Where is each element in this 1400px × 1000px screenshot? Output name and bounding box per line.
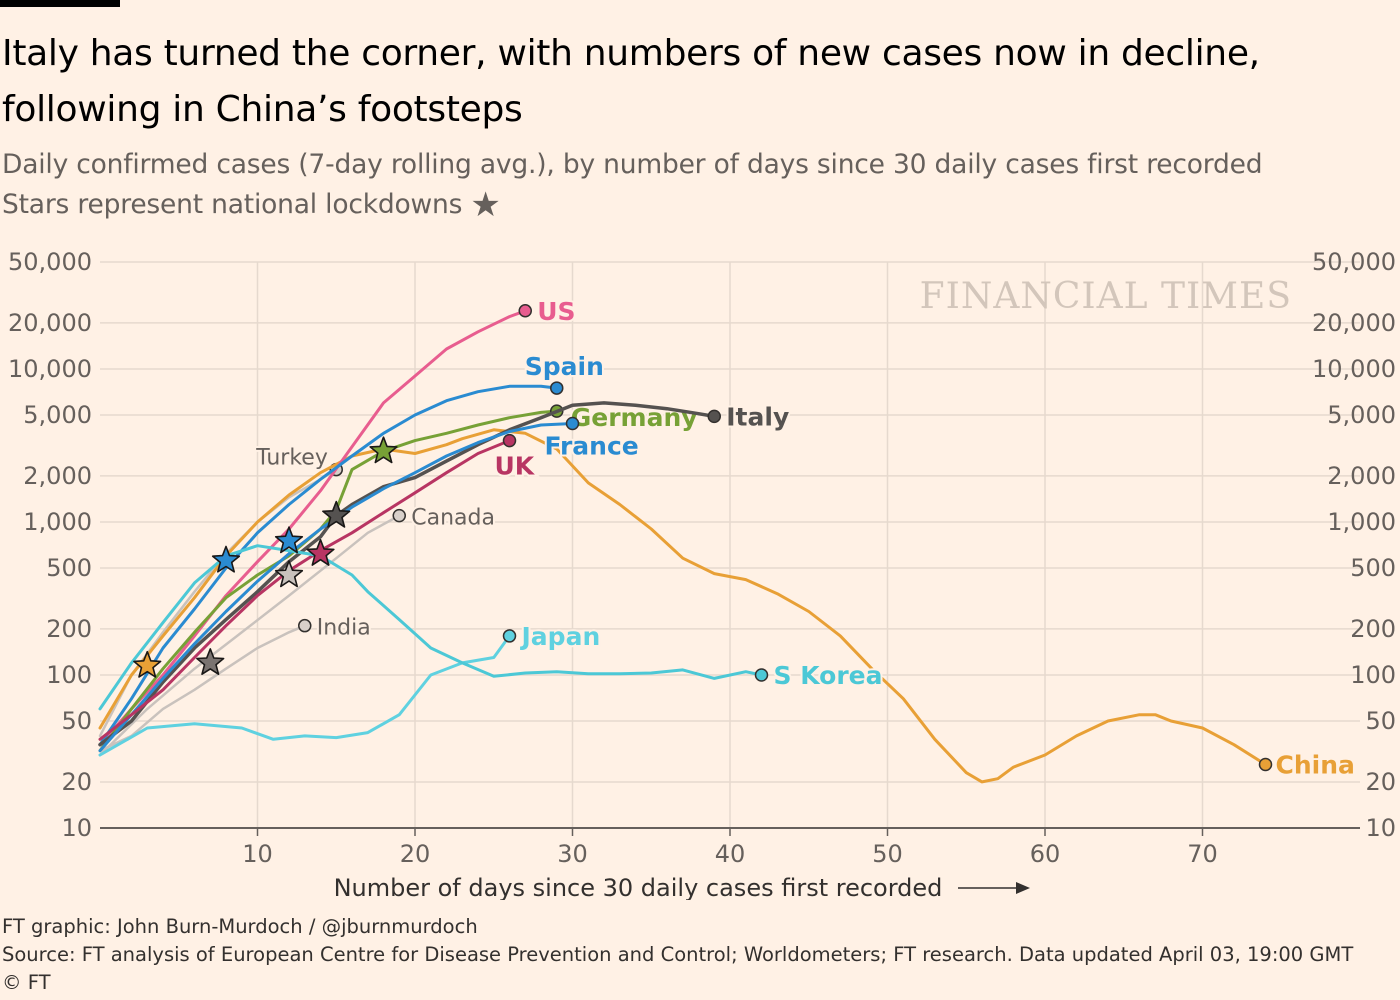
source-note: Source: FT analysis of European Centre f…	[2, 943, 1354, 966]
series-label-us: US	[537, 297, 575, 326]
y-tick-label-left: 10,000	[8, 355, 92, 383]
y-tick-label-right: 500	[1350, 554, 1396, 582]
y-tick-label-right: 20	[1365, 768, 1396, 796]
lockdown-note: Stars represent national lockdowns	[2, 189, 463, 220]
series-line-turkey	[98, 468, 338, 738]
x-tick-label: 60	[1030, 840, 1061, 868]
series-label-china: China	[1276, 751, 1355, 780]
copyright: © FT	[2, 971, 51, 994]
series-label-japan: Japan	[520, 622, 601, 651]
series-label-germany: Germany	[571, 403, 698, 432]
x-tick-label: 30	[557, 840, 588, 868]
y-tick-label-left: 100	[46, 661, 92, 689]
y-tick-label-right: 1,000	[1327, 508, 1396, 536]
series-line-china	[98, 428, 1267, 784]
series-label-turkey: Turkey	[255, 446, 328, 471]
y-tick-label-left: 5,000	[23, 401, 92, 429]
series-end-point-canada	[392, 508, 406, 523]
y-tick-label-left: 500	[46, 554, 92, 582]
y-tick-label-right: 20,000	[1312, 309, 1396, 337]
x-axis-label: Number of days since 30 daily cases firs…	[334, 874, 943, 900]
x-tick-label: 20	[400, 840, 431, 868]
y-tick-label-left: 20,000	[8, 309, 92, 337]
lockdown-star-icon	[306, 538, 335, 566]
series-line-canada	[98, 514, 401, 757]
lockdown-star-icon	[322, 500, 351, 528]
y-tick-label-right: 200	[1350, 615, 1396, 643]
series-label-india: India	[317, 616, 371, 641]
lockdown-star-icon	[274, 526, 304, 554]
series-line-s-korea	[98, 544, 763, 711]
lockdown-star-icon	[196, 648, 225, 675]
y-tick-label-right: 50	[1365, 707, 1396, 735]
chart-subtitle-lockdowns: Stars represent national lockdowns ★	[2, 185, 1392, 225]
y-tick-label-left: 200	[46, 615, 92, 643]
y-tick-label-left: 10	[61, 814, 92, 842]
lockdown-star-icon	[274, 560, 304, 588]
lockdown-star-icon	[369, 436, 398, 464]
y-tick-label-right: 5,000	[1327, 401, 1396, 429]
y-tick-label-right: 10	[1365, 814, 1396, 842]
y-tick-label-right: 2,000	[1327, 462, 1396, 490]
brand-bar	[0, 0, 120, 7]
series-line-spain	[98, 384, 559, 747]
series-end-point-japan	[502, 629, 517, 643]
series-line-germany	[98, 409, 559, 753]
series-label-spain: Spain	[525, 352, 604, 381]
x-tick-label: 10	[242, 840, 273, 868]
star-icon: ★	[470, 185, 501, 225]
x-tick-label: 50	[872, 840, 903, 868]
series-end-point-china	[1258, 757, 1273, 772]
series-line-us	[98, 309, 527, 747]
series-end-point-italy	[707, 409, 721, 424]
series-line-uk	[98, 439, 511, 741]
series-label-s-korea: S Korea	[774, 661, 883, 690]
series-label-italy: Italy	[726, 402, 789, 431]
series-line-india	[98, 624, 307, 752]
x-tick-label: 40	[715, 840, 746, 868]
y-tick-label-left: 1,000	[23, 508, 92, 536]
arrow-right-icon	[1016, 882, 1030, 894]
graphic-credit: FT graphic: John Burn-Murdoch / @jburnmu…	[2, 915, 478, 938]
lockdown-star-icon	[211, 545, 241, 573]
y-tick-label-left: 50	[61, 707, 92, 735]
series-end-point-uk	[502, 433, 517, 448]
line-chart: 10 10 20 20 50 50 100 100 200 200 500 500 1,000 1,000…	[8, 248, 1396, 900]
series-end-point-s-korea	[754, 668, 769, 682]
chart-subtitle: Daily confirmed cases (7-day rolling avg…	[2, 149, 1263, 180]
series-label-france: France	[545, 432, 639, 461]
y-tick-label-right: 100	[1350, 661, 1396, 689]
y-tick-label-left: 50,000	[8, 248, 92, 276]
series-label-uk: UK	[495, 452, 536, 481]
x-tick-label: 70	[1187, 840, 1218, 868]
y-tick-label-right: 10,000	[1312, 355, 1396, 383]
chart-title: Italy has turned the corner, with number…	[2, 33, 1260, 130]
y-tick-label-left: 20	[61, 768, 92, 796]
series-end-point-india	[298, 618, 312, 633]
y-tick-label-right: 50,000	[1312, 248, 1396, 276]
series-end-point-us	[518, 304, 532, 318]
y-tick-label-left: 2,000	[23, 462, 92, 490]
ft-watermark: FINANCIAL TIMES	[920, 276, 1292, 317]
series-label-canada: Canada	[411, 506, 495, 531]
series-end-point-france	[565, 416, 580, 431]
lockdown-star-icon	[133, 650, 162, 678]
series-end-point-spain	[550, 381, 564, 395]
